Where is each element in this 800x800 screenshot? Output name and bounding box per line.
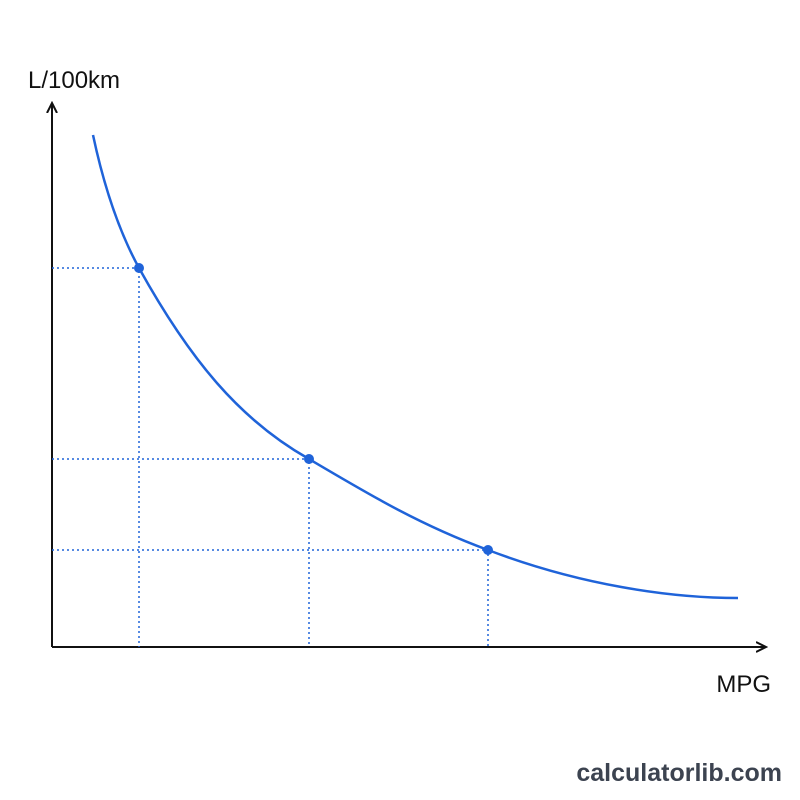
y-axis-label: L/100km [28,67,120,94]
guide-line [52,549,489,647]
point [304,454,314,464]
watermark: calculatorlib.com [576,759,782,787]
guide-line [52,458,310,647]
point [483,545,493,555]
point [134,263,144,273]
guides [52,267,489,647]
x-axis-label: MPG [716,671,771,698]
guide-line [52,267,140,647]
curve [91,134,739,600]
